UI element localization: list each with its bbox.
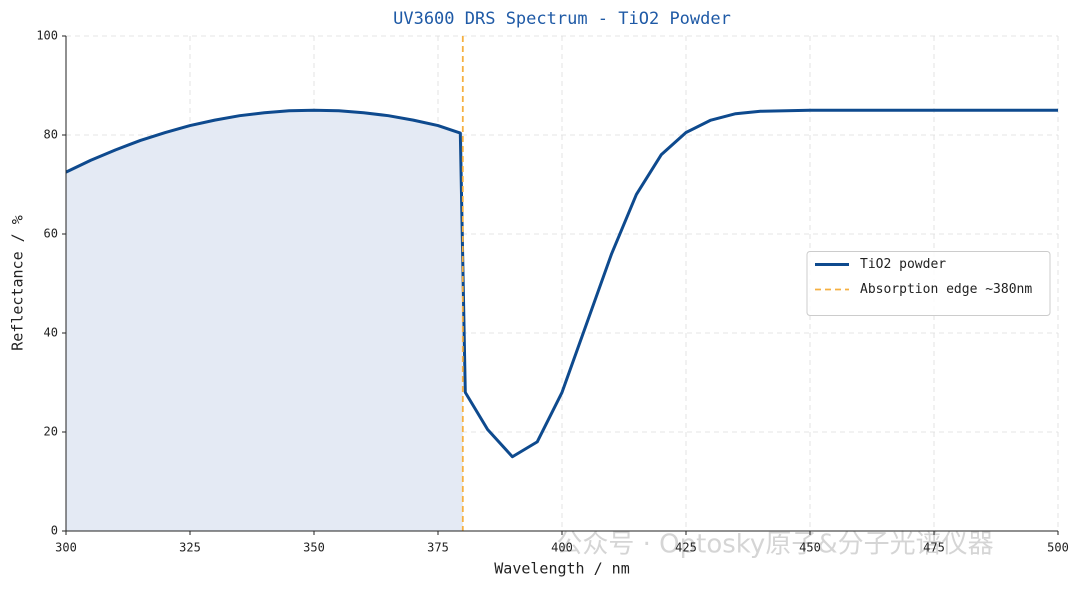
legend-label: TiO2 powder bbox=[860, 257, 946, 272]
line-series bbox=[65, 108, 1058, 459]
y-tick-label: 100 bbox=[36, 29, 58, 43]
area-fill bbox=[66, 110, 463, 531]
legend: TiO2 powder Absorption edge ~380nm bbox=[806, 251, 1051, 316]
x-tick-label: 475 bbox=[923, 541, 945, 555]
y-tick-label: 0 bbox=[51, 524, 58, 538]
x-tick-label: 350 bbox=[303, 541, 325, 555]
legend-label: Absorption edge ~380nm bbox=[860, 282, 1032, 297]
watermark: 公众号 · Optosky原子&分子光谱仪器 bbox=[556, 530, 993, 560]
y-tick-label: 60 bbox=[44, 227, 58, 241]
chart-title: UV3600 DRS Spectrum - TiO2 Powder bbox=[393, 9, 731, 29]
x-tick-label: 450 bbox=[799, 541, 821, 555]
legend-box bbox=[806, 251, 1051, 316]
x-tick-label: 500 bbox=[1047, 541, 1069, 555]
y-tick-label: 40 bbox=[44, 326, 58, 340]
x-tick-label: 375 bbox=[427, 541, 449, 555]
y-tick-label: 80 bbox=[44, 128, 58, 142]
x-axis-label: Wavelength / nm bbox=[494, 560, 629, 578]
x-tick-label: 300 bbox=[55, 541, 77, 555]
y-tick-label: 20 bbox=[44, 425, 58, 439]
x-tick-label: 400 bbox=[551, 541, 573, 555]
y-axis-label: Reflectance / % bbox=[9, 215, 27, 350]
x-tick-label: 325 bbox=[179, 541, 201, 555]
x-tick-label: 425 bbox=[675, 541, 697, 555]
